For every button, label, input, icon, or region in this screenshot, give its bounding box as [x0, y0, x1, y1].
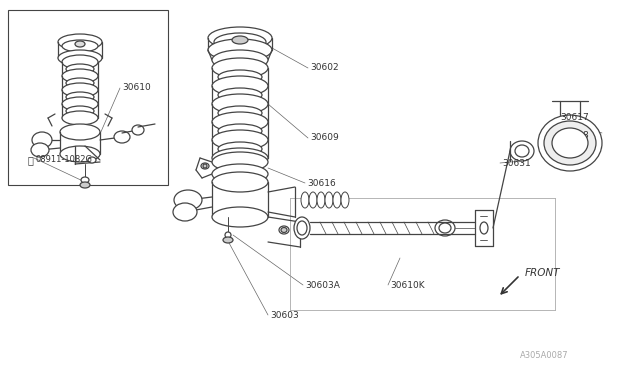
Text: 30610K: 30610K	[390, 280, 424, 289]
Ellipse shape	[88, 157, 96, 163]
Ellipse shape	[174, 190, 202, 210]
Text: 30609: 30609	[310, 134, 339, 142]
Ellipse shape	[132, 125, 144, 135]
Ellipse shape	[66, 78, 94, 88]
Ellipse shape	[333, 192, 341, 208]
Ellipse shape	[317, 192, 325, 208]
Ellipse shape	[212, 112, 268, 132]
Text: 30603A: 30603A	[305, 280, 340, 289]
Ellipse shape	[212, 50, 268, 70]
Bar	[8, 10, 168, 185]
Ellipse shape	[212, 172, 268, 192]
Ellipse shape	[218, 88, 262, 102]
Ellipse shape	[66, 92, 94, 102]
Ellipse shape	[203, 164, 207, 168]
Ellipse shape	[309, 192, 317, 208]
Text: 30610: 30610	[122, 83, 151, 93]
Ellipse shape	[75, 41, 85, 47]
Ellipse shape	[62, 83, 98, 97]
Ellipse shape	[294, 217, 310, 239]
Ellipse shape	[439, 223, 451, 233]
Ellipse shape	[212, 130, 268, 150]
Ellipse shape	[212, 58, 268, 78]
Ellipse shape	[325, 192, 333, 208]
Ellipse shape	[212, 152, 268, 172]
Ellipse shape	[212, 148, 268, 168]
Ellipse shape	[114, 131, 130, 143]
Ellipse shape	[212, 164, 268, 184]
Ellipse shape	[538, 115, 602, 171]
Ellipse shape	[60, 124, 100, 140]
Ellipse shape	[212, 76, 268, 96]
Ellipse shape	[62, 111, 98, 125]
Ellipse shape	[232, 36, 248, 44]
Ellipse shape	[212, 207, 268, 227]
Text: 30631: 30631	[502, 158, 531, 167]
Ellipse shape	[80, 182, 90, 188]
Ellipse shape	[544, 121, 596, 165]
Ellipse shape	[66, 64, 94, 74]
Ellipse shape	[218, 124, 262, 138]
Ellipse shape	[58, 50, 102, 66]
Ellipse shape	[552, 128, 588, 158]
Ellipse shape	[515, 145, 529, 157]
Ellipse shape	[81, 177, 89, 183]
Ellipse shape	[62, 69, 98, 83]
Ellipse shape	[218, 70, 262, 84]
Ellipse shape	[32, 132, 52, 148]
Ellipse shape	[435, 220, 455, 236]
Text: FRONT: FRONT	[525, 268, 561, 278]
Ellipse shape	[212, 94, 268, 114]
Ellipse shape	[60, 146, 100, 162]
Text: 30602: 30602	[310, 64, 339, 73]
Text: 30618: 30618	[560, 131, 589, 140]
Ellipse shape	[62, 97, 98, 111]
Ellipse shape	[341, 192, 349, 208]
Ellipse shape	[62, 55, 98, 69]
Ellipse shape	[208, 39, 272, 61]
Ellipse shape	[279, 226, 289, 234]
Ellipse shape	[208, 27, 272, 49]
Ellipse shape	[218, 142, 262, 156]
Ellipse shape	[173, 203, 197, 221]
Text: A305A0087: A305A0087	[520, 350, 568, 359]
Ellipse shape	[214, 33, 266, 51]
Ellipse shape	[201, 163, 209, 169]
Ellipse shape	[62, 40, 98, 52]
Ellipse shape	[66, 106, 94, 116]
Ellipse shape	[31, 143, 49, 157]
Ellipse shape	[218, 106, 262, 120]
Ellipse shape	[480, 222, 488, 234]
Text: Ⓝ: Ⓝ	[28, 155, 34, 165]
Text: 30616: 30616	[307, 179, 336, 187]
Text: 08911-1082G: 08911-1082G	[36, 155, 93, 164]
Ellipse shape	[225, 232, 231, 238]
Ellipse shape	[301, 192, 309, 208]
Ellipse shape	[223, 237, 233, 243]
Ellipse shape	[510, 141, 534, 161]
Text: 30603: 30603	[270, 311, 299, 320]
Ellipse shape	[281, 228, 287, 232]
Ellipse shape	[297, 221, 307, 235]
Ellipse shape	[58, 34, 102, 50]
Text: 30617: 30617	[560, 113, 589, 122]
